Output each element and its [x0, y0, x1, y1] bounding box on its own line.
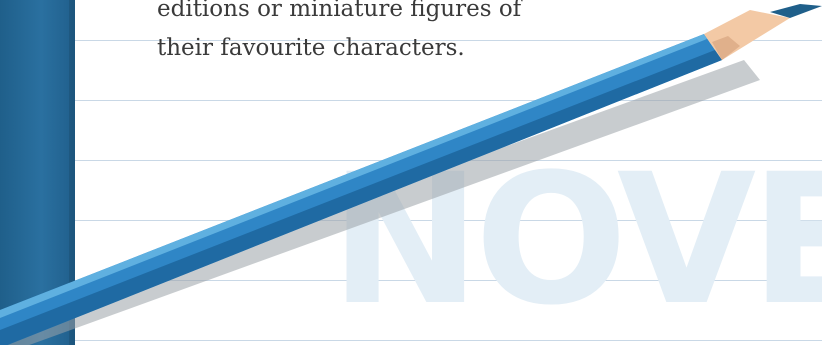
paragraph-line-2: their favourite characters. [157, 35, 465, 61]
ruled-line [75, 220, 822, 221]
ruled-line [75, 340, 822, 341]
paragraph-text: editions or miniature figures of their f… [157, 0, 522, 68]
ruled-line [75, 280, 822, 281]
binder-strip [0, 0, 75, 345]
paragraph-line-1: editions or miniature figures of [157, 0, 522, 22]
ruled-line [75, 40, 822, 41]
ruled-line [75, 100, 822, 101]
